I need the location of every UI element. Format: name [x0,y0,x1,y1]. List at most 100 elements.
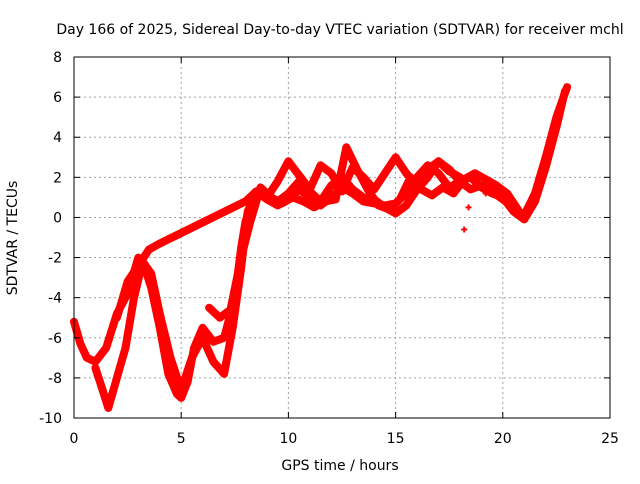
data-point [257,184,264,191]
data-point [113,314,120,321]
x-tick-label: 10 [279,431,297,447]
data-point [216,314,223,321]
data-point [146,246,153,253]
y-tick-label: 6 [53,90,62,106]
y-tick-label: 4 [53,130,62,146]
data-point [188,354,195,361]
data-point [210,358,217,365]
data-point [122,344,129,351]
data-point [199,334,206,341]
data-point [343,144,350,151]
plot-frame [73,56,611,419]
data-point [124,278,131,285]
data-point [531,190,538,197]
data-point [396,196,403,203]
data-point [156,240,163,247]
y-tick-label: 2 [53,170,62,186]
y-tick-label: -2 [48,251,62,267]
data-point [229,324,236,331]
data-point [403,170,410,177]
data-point [242,198,249,205]
data-point [246,220,253,227]
series-band [205,143,522,322]
data-point [328,182,335,189]
data-point [504,190,511,197]
data-point [268,194,275,201]
data-point [386,206,393,213]
data-point [381,170,388,177]
data-point [278,200,285,207]
data-point [165,370,172,377]
data-point [77,340,84,347]
data-point [467,186,474,193]
data-point [328,170,335,177]
y-axis-label: SDTVAR / TECUs [5,181,21,296]
y-tick-label: -4 [48,291,62,307]
y-tick-label: -10 [39,411,62,427]
data-point [446,168,453,175]
data-point [98,384,105,391]
data-point [471,170,478,177]
data-point [221,334,228,341]
y-tick-label: 8 [53,50,62,66]
data-point [178,386,185,393]
data-point [354,166,361,173]
data-point [360,194,367,201]
data-point [83,354,90,361]
data-point [418,186,425,193]
data-point [92,364,99,371]
y-tick-label: -6 [48,331,62,347]
x-tick-label: 25 [601,431,619,447]
y-tick-label: -8 [48,371,62,387]
data-point [167,354,174,361]
data-point [103,344,110,351]
data-point [553,114,560,121]
data-point [178,394,185,401]
data-point [514,206,521,213]
data-point [435,170,442,177]
x-tick-labels: 0 5 10 15 20 25 [70,431,619,447]
data-point [450,190,457,197]
series-layer [70,83,572,412]
grid-layer [74,57,610,418]
data-point [135,262,142,269]
data-point [349,186,356,193]
chart-title: Day 166 of 2025, Sidereal Day-to-day VTE… [56,22,623,38]
data-point [300,198,307,205]
x-tick-label: 15 [387,431,405,447]
data-point [289,194,296,201]
y-tick-label: 0 [53,210,62,226]
y-tick-labels: -10 -8 -6 -4 -2 0 2 4 6 8 [39,50,62,427]
data-point [113,374,120,381]
data-point [274,178,281,185]
data-point [499,196,506,203]
data-point [238,254,245,261]
data-point [296,172,303,179]
data-point [542,154,549,161]
data-point [424,166,431,173]
data-point [156,310,163,317]
data-point [495,194,502,201]
data-point [206,304,213,311]
data-point [429,192,436,199]
data-point [306,186,313,193]
x-tick-label: 20 [494,431,512,447]
data-point [564,84,571,91]
data-point [221,370,228,377]
data-point [148,270,155,277]
data-point [407,174,414,181]
data-point [92,358,99,365]
data-point [482,176,489,183]
data-point [403,202,410,209]
data-point [392,210,399,217]
data-point [311,204,318,211]
data-point [439,184,446,191]
data-point [332,196,339,203]
data-point [321,198,328,205]
tick-layer [73,56,611,419]
data-point [285,158,292,165]
data-point [482,190,489,197]
x-axis-label: GPS time / hours [281,458,398,474]
